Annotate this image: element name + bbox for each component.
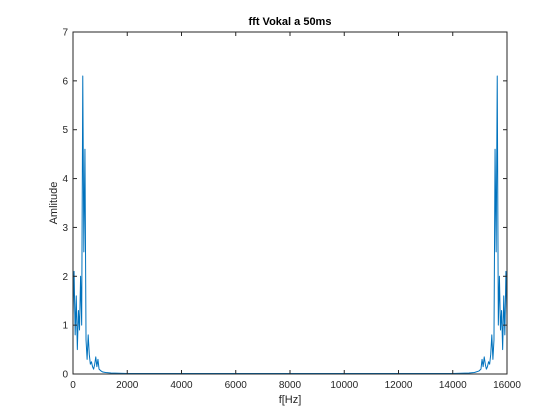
chart-title: fft Vokal a 50ms: [249, 16, 332, 28]
y-tick-label: 2: [62, 272, 68, 283]
x-tick-label: 10000: [330, 380, 358, 391]
x-tick-label: 14000: [439, 380, 467, 391]
x-tick-label: 4000: [170, 380, 193, 391]
y-axis-label: Amlitude: [48, 182, 60, 225]
y-tick-label: 4: [62, 174, 68, 185]
x-tick-label: 12000: [385, 380, 413, 391]
y-tick-label: 0: [62, 370, 68, 381]
plot-area: 0 2000 4000 6000 8000 10000 12000 14000 16000 0 1 2…: [62, 28, 521, 392]
x-tick-label: 6000: [225, 380, 248, 391]
x-axis-label: f[Hz]: [279, 394, 302, 406]
x-tick-label: 16000: [493, 380, 521, 391]
axes-background: [73, 32, 507, 374]
y-tick-label: 6: [62, 76, 68, 87]
y-tick-label: 1: [62, 321, 68, 332]
x-tick-label: 0: [70, 380, 76, 391]
x-tick-label: 2000: [116, 380, 139, 391]
y-tick-label: 3: [62, 223, 68, 234]
y-tick-label: 7: [62, 28, 68, 39]
x-tick-label: 8000: [279, 380, 302, 391]
y-tick-label: 5: [62, 125, 68, 136]
